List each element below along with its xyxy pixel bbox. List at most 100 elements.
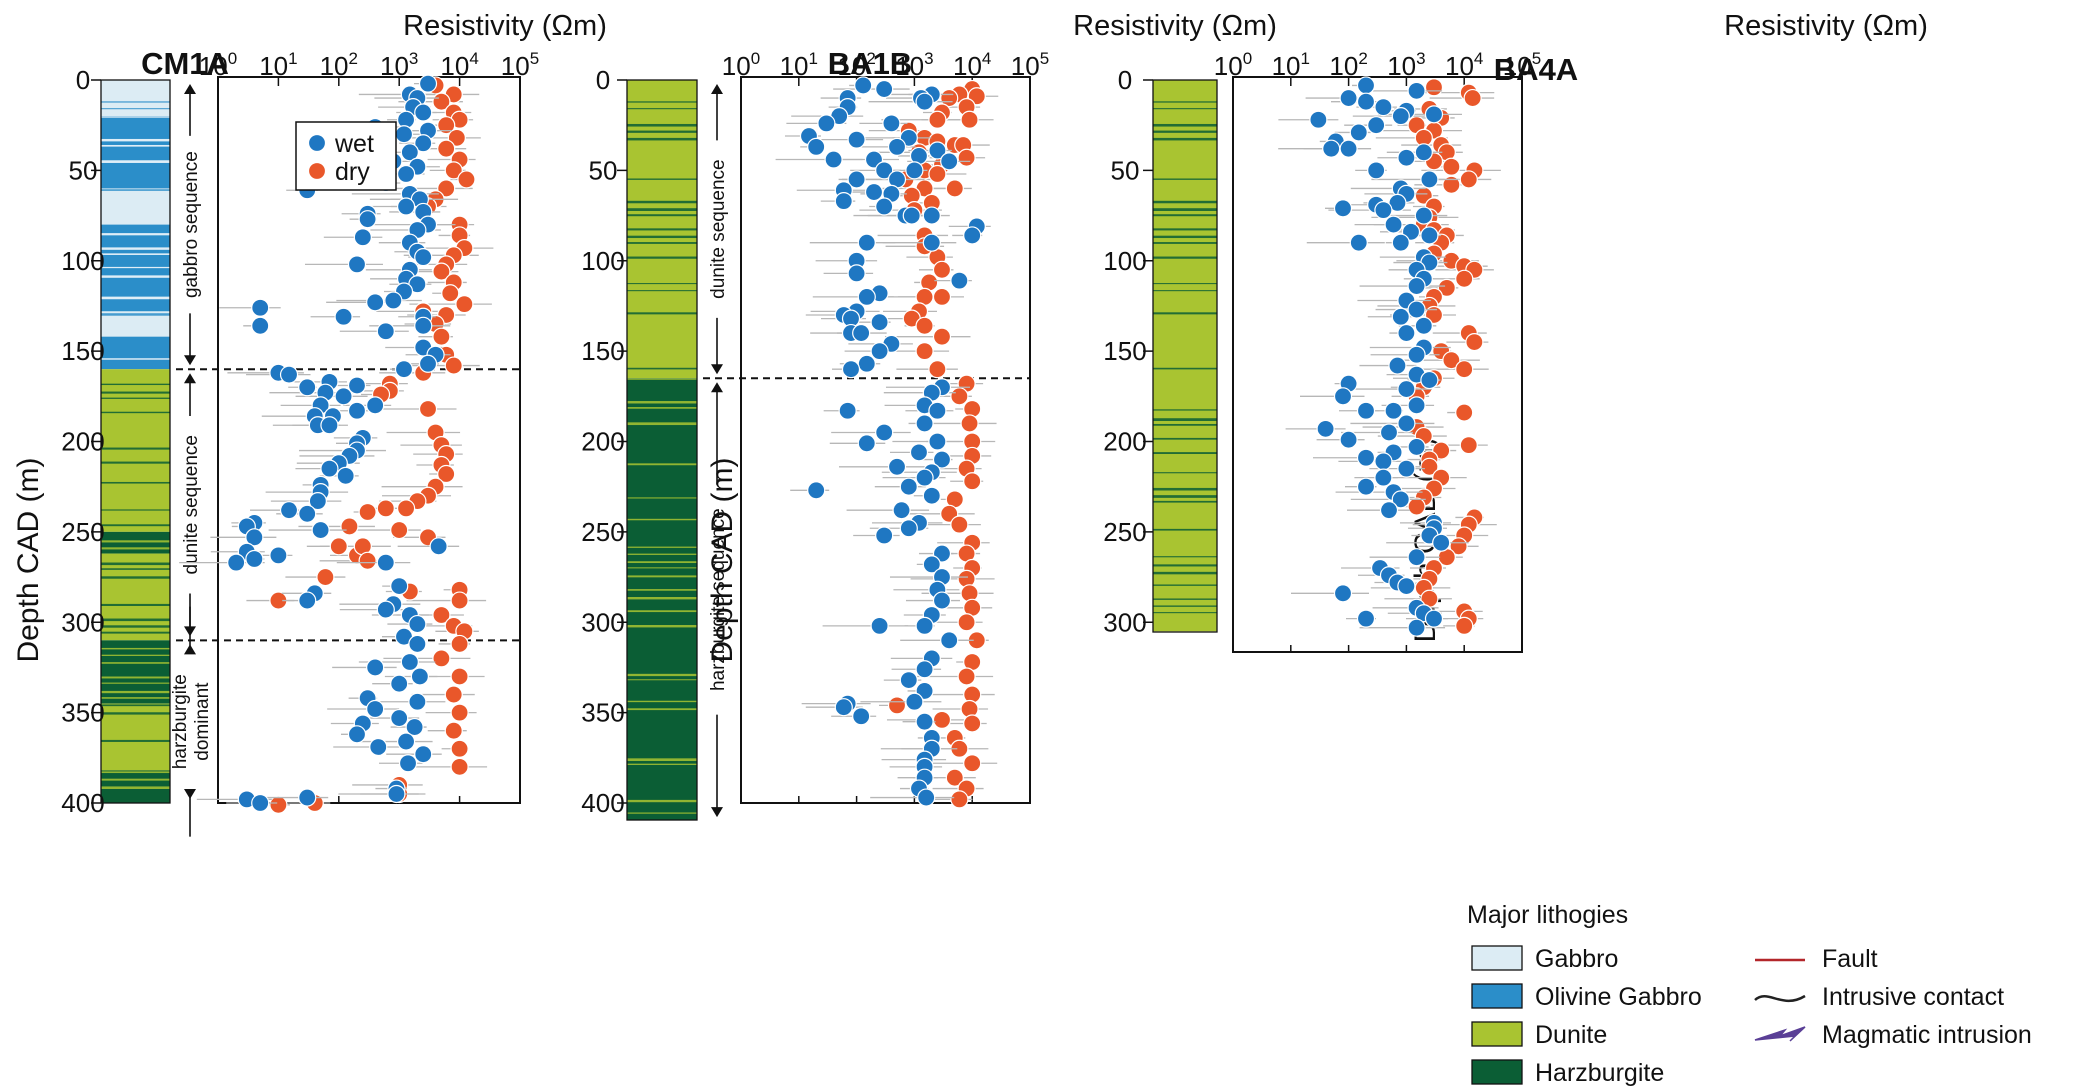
wet-point xyxy=(915,712,934,731)
lithology-band xyxy=(101,358,170,360)
lithology-band xyxy=(101,524,170,527)
wet-point xyxy=(1356,92,1376,111)
wet-point xyxy=(1356,76,1376,95)
wet-series-ba4a xyxy=(1278,76,1469,637)
wet-point xyxy=(875,526,894,545)
lithology-band xyxy=(1153,612,1217,614)
wet-point xyxy=(320,459,339,478)
x-tick-label: 100 xyxy=(199,49,237,81)
lithology-band xyxy=(1153,214,1217,217)
wet-point xyxy=(1339,88,1358,108)
lithology-harzburgite xyxy=(101,640,170,704)
lithology-band xyxy=(101,108,170,110)
lithology-band xyxy=(101,447,170,450)
wet-point xyxy=(347,255,367,274)
lithology-band xyxy=(101,266,170,269)
dry-point xyxy=(928,110,947,129)
wet-point xyxy=(384,291,403,310)
dry-point xyxy=(396,499,416,518)
wet-point xyxy=(1349,233,1368,252)
olivine-gabbro-swatch xyxy=(1471,983,1523,1009)
dry-point xyxy=(340,517,359,536)
wet-point xyxy=(847,170,866,189)
x-tick-label: 101 xyxy=(259,49,297,81)
wet-point xyxy=(915,660,934,679)
intrusive-legend-label: Intrusive contact xyxy=(1822,983,2004,1011)
lithology-band xyxy=(627,567,697,569)
gabbro-legend-label: Gabbro xyxy=(1535,945,1618,973)
lithology-band xyxy=(1153,208,1217,211)
wet-point xyxy=(366,293,385,312)
wet-point xyxy=(1356,401,1376,420)
lithology-column-border xyxy=(626,79,698,821)
wet-point xyxy=(1374,201,1393,220)
lithology-band xyxy=(627,108,697,110)
dry-point xyxy=(432,605,451,625)
lithology-band xyxy=(1153,101,1217,103)
lithology-band xyxy=(1153,564,1217,567)
lithology-band xyxy=(1153,556,1217,558)
wet-point xyxy=(334,307,353,326)
dry-point xyxy=(945,179,964,198)
olivine-gabbro-legend-label: Olivine Gabbro xyxy=(1535,983,1702,1011)
wet-point xyxy=(1391,107,1410,126)
arrow-down-icon xyxy=(184,789,196,799)
dry-point xyxy=(1442,351,1461,370)
dry-legend-label: dry xyxy=(335,158,370,186)
lithology-band xyxy=(1153,495,1217,498)
y-tick-label: 200 xyxy=(1103,427,1146,457)
lithology-band xyxy=(1153,500,1217,503)
wet-point xyxy=(887,137,907,156)
dry-point xyxy=(1465,332,1484,352)
wet-point xyxy=(1388,193,1407,213)
plot-frame-cm1a xyxy=(217,76,521,804)
lithology-band xyxy=(627,625,697,628)
lithology-band xyxy=(101,275,170,278)
lithology-band xyxy=(101,383,170,386)
dry-point xyxy=(963,754,982,773)
dry-point xyxy=(928,164,947,184)
wet-point xyxy=(387,784,406,804)
arrow-up-icon xyxy=(711,84,723,94)
arrow-down-icon xyxy=(184,355,196,366)
lithology-band xyxy=(1153,452,1217,454)
y-tick-label: 100 xyxy=(61,246,104,276)
x-tick-label: 105 xyxy=(1011,49,1049,81)
lithology-band xyxy=(627,242,697,244)
wet-point xyxy=(1379,423,1399,442)
wet-point xyxy=(870,616,889,635)
lithology-band xyxy=(627,673,697,677)
y-tick-label: 0 xyxy=(596,65,610,95)
wet-point xyxy=(390,674,409,693)
wet-point xyxy=(366,658,385,677)
y-axis-title-cm1a: Depth CAD (m) xyxy=(12,457,45,662)
lithology-band xyxy=(1153,256,1217,259)
plot-frame-ba1b xyxy=(740,76,1031,804)
dry-point xyxy=(928,360,947,379)
y-tick-label: 150 xyxy=(581,336,624,366)
wet-point xyxy=(245,549,264,569)
wet-point xyxy=(852,707,871,726)
lithology-band xyxy=(101,509,170,511)
sequence-label: dunite sequence xyxy=(181,435,202,574)
lithology-band xyxy=(101,676,170,679)
lithology-band xyxy=(101,697,170,699)
lightning-icon xyxy=(1754,1026,1806,1042)
wet-point xyxy=(1391,233,1410,252)
dry-point xyxy=(1463,88,1482,108)
wet-point xyxy=(298,788,317,807)
wet-point xyxy=(928,141,947,160)
lithology-band xyxy=(627,290,697,292)
wet-point xyxy=(870,313,889,332)
wet-point xyxy=(353,228,372,247)
dry-point xyxy=(437,179,456,198)
wet-point xyxy=(1374,468,1393,487)
wet-point xyxy=(429,537,448,556)
dry-point xyxy=(455,295,474,314)
wet-point xyxy=(1420,170,1439,189)
wet-point xyxy=(298,591,317,610)
wet-point xyxy=(347,376,367,395)
wet-point xyxy=(928,432,947,451)
dry-point xyxy=(450,634,469,654)
gabbro-swatch xyxy=(1471,945,1523,971)
